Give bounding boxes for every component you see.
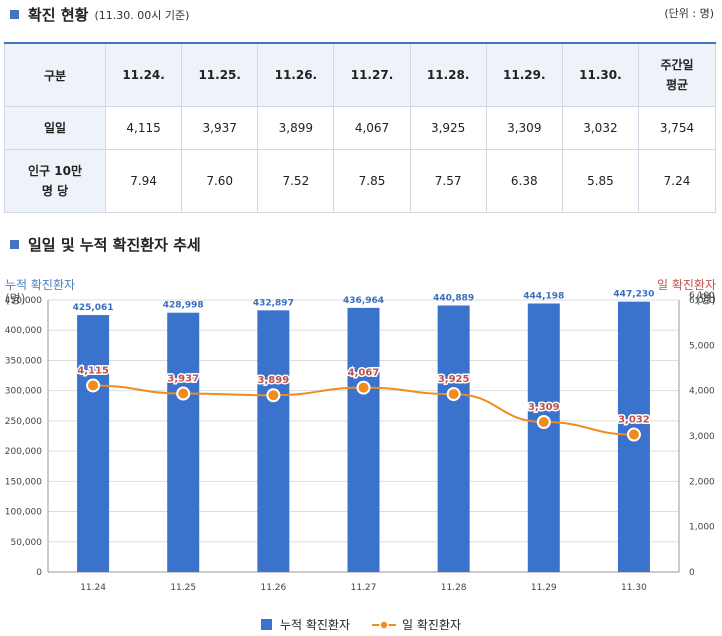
left-tick-label: 300,000 xyxy=(5,387,42,397)
bar-data-label: 432,897 xyxy=(253,298,294,308)
right-tick-label: 1,000 xyxy=(689,523,715,533)
bar-data-label: 436,964 xyxy=(343,296,384,306)
legend-item-daily: 일 확진환자 xyxy=(372,616,461,633)
table-header-date: 11.28. xyxy=(409,42,487,107)
x-tick-label: 11.24 xyxy=(80,583,106,593)
table-cell: 7.85 xyxy=(333,149,411,213)
bar-data-label: 447,230 xyxy=(613,290,654,300)
line-point xyxy=(176,386,191,401)
line-point xyxy=(446,387,461,402)
legend-item-cumulative: 누적 확진환자 xyxy=(260,616,351,633)
left-tick-label: 400,000 xyxy=(5,326,42,336)
line-data-label: 4,067 xyxy=(348,368,380,379)
left-tick-label: 200,000 xyxy=(5,447,42,457)
table-cell: 3,925 xyxy=(409,106,487,150)
right-tick-label: 3,000 xyxy=(689,432,715,442)
table-header-date: 11.25. xyxy=(181,42,259,107)
bar-data-label: 444,198 xyxy=(523,292,564,302)
table-cell: 4,067 xyxy=(333,106,411,150)
line-data-label: 3,937 xyxy=(167,374,199,385)
table-row: 일일 4,115 3,937 3,899 4,067 3,925 3,309 3… xyxy=(4,106,716,150)
left-axis-title: 누적 확진환자 (명) xyxy=(5,278,76,306)
table-row: 인구 10만 명 당 7.94 7.60 7.52 7.85 7.57 6.38 … xyxy=(4,149,716,213)
right-tick-label: 6,000 xyxy=(689,296,715,306)
line-data-label: 3,032 xyxy=(618,415,650,426)
line-data-label: 3,925 xyxy=(438,374,470,385)
x-tick-label: 11.25 xyxy=(170,583,196,593)
table-cell: 3,899 xyxy=(257,106,335,150)
table-cell: 3,309 xyxy=(485,106,563,150)
bar xyxy=(437,305,470,572)
line-data-label: 3,309 xyxy=(528,402,560,413)
section-title-trend: 일일 및 누적 확진환자 추세 xyxy=(10,234,201,255)
left-tick-label: 250,000 xyxy=(5,417,42,427)
bar-data-label: 440,889 xyxy=(433,294,474,304)
x-tick-label: 11.30 xyxy=(621,583,647,593)
right-tick-label: 2,000 xyxy=(689,477,715,487)
bullet-square-icon xyxy=(10,10,19,19)
bar-data-label: 428,998 xyxy=(163,301,204,311)
left-tick-label: 50,000 xyxy=(11,538,43,548)
table-cell: 3,937 xyxy=(181,106,259,150)
legend-label-daily: 일 확진환자 xyxy=(402,618,462,632)
line-data-label: 3,899 xyxy=(258,375,290,386)
line-point xyxy=(626,427,641,442)
table-cell: 3,032 xyxy=(561,106,640,150)
bar xyxy=(527,303,560,572)
left-tick-label: 0 xyxy=(36,568,42,578)
bar xyxy=(167,312,200,572)
table-header-date: 11.27. xyxy=(333,42,411,107)
bullet-square-icon xyxy=(10,240,19,249)
table-header-weekly-avg: 주간일 평균 xyxy=(638,42,716,107)
table-header-date: 11.24. xyxy=(104,42,183,107)
line-data-label: 4,115 xyxy=(77,365,109,376)
bar-data-label: 425,061 xyxy=(73,303,114,313)
table-cell: 7.94 xyxy=(104,149,183,213)
row-label-daily: 일일 xyxy=(4,106,106,150)
left-tick-label: 100,000 xyxy=(5,508,42,518)
left-tick-label: 150,000 xyxy=(5,477,42,487)
line-point xyxy=(356,380,371,395)
row-label-per-100k: 인구 10만 명 당 xyxy=(4,149,106,213)
table-cell: 5.85 xyxy=(561,149,640,213)
x-tick-label: 11.28 xyxy=(441,583,467,593)
trend-title: 일일 및 누적 확진환자 추세 xyxy=(28,236,201,254)
left-tick-label: 350,000 xyxy=(5,356,42,366)
table-cell: 7.57 xyxy=(409,149,487,213)
table-header-row: 구분 11.24. 11.25. 11.26. 11.27. 11.28. 11… xyxy=(4,42,716,107)
right-tick-label: 5,000 xyxy=(689,341,715,351)
table-cell-avg: 3,754 xyxy=(638,106,716,150)
status-table: 구분 11.24. 11.25. 11.26. 11.27. 11.28. 11… xyxy=(4,42,716,213)
line-point xyxy=(266,388,281,403)
right-tick-label: 0 xyxy=(689,568,695,578)
x-tick-label: 11.26 xyxy=(260,583,286,593)
table-header-date: 11.26. xyxy=(257,42,335,107)
table-header-date: 11.29. xyxy=(485,42,563,107)
bar xyxy=(77,315,110,572)
legend-line-swatch xyxy=(372,619,397,630)
table-cell-avg: 7.24 xyxy=(638,149,716,213)
line-point xyxy=(86,378,101,393)
right-tick-label: 4,000 xyxy=(689,387,715,397)
status-subtitle: (11.30. 00시 기준) xyxy=(94,8,190,22)
legend-label-cumulative: 누적 확진환자 xyxy=(279,618,351,632)
x-tick-label: 11.29 xyxy=(531,583,557,593)
legend-bar-swatch xyxy=(260,619,272,630)
table-cell: 7.52 xyxy=(257,149,335,213)
chart-legend: 누적 확진환자 일 확진환자 xyxy=(0,616,722,633)
table-header-label: 구분 xyxy=(4,42,106,107)
bar xyxy=(347,307,380,572)
x-tick-label: 11.27 xyxy=(351,583,377,593)
section-title-status: 확진 현황 (11.30. 00시 기준) xyxy=(10,4,189,25)
status-title: 확진 현황 xyxy=(28,6,89,24)
left-tick-label: 450,000 xyxy=(5,296,42,306)
right-axis-title: 일 확진환자 (명) xyxy=(656,278,716,306)
table-header-date: 11.30. xyxy=(561,42,640,107)
line-point xyxy=(536,414,551,429)
unit-label: (단위 : 명) xyxy=(664,7,714,20)
right-tick-label: 6,100 xyxy=(689,291,715,301)
table-cell: 7.60 xyxy=(181,149,259,213)
bar xyxy=(257,310,290,572)
